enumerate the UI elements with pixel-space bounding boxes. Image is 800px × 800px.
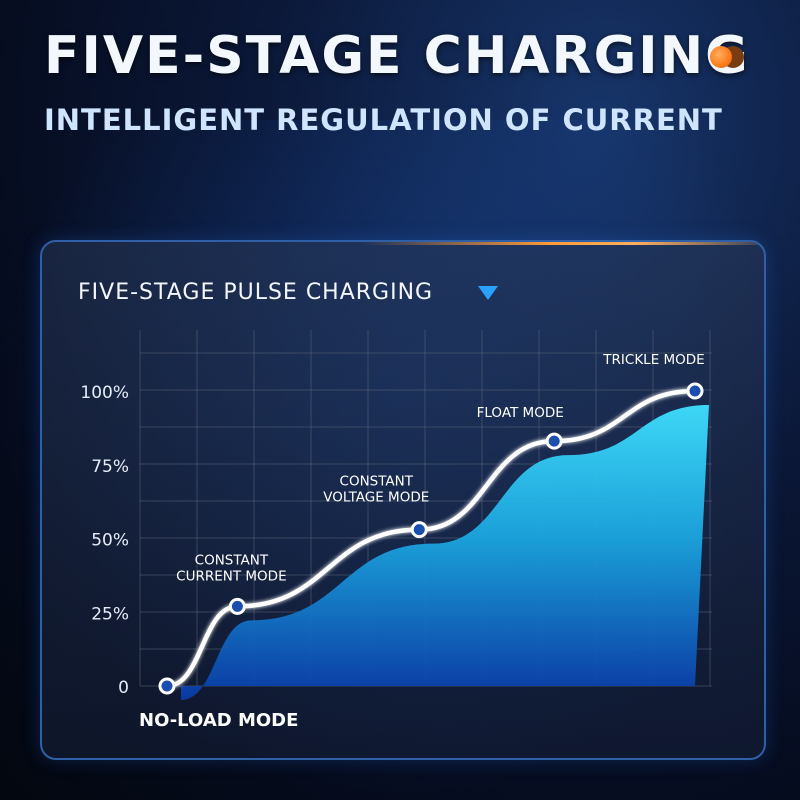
point-label: CURRENT MODE xyxy=(176,568,286,584)
area-fill xyxy=(181,405,709,700)
chart-title: FIVE-STAGE PULSE CHARGING xyxy=(78,280,434,305)
point-label: TRICKLE MODE xyxy=(602,352,704,368)
data-points xyxy=(158,382,704,695)
point-label: FLOAT MODE xyxy=(477,405,564,421)
y-axis-ticks: 0 25% 50% 75% 100% xyxy=(80,383,129,698)
page-subtitle: INTELLIGENT REGULATION OF CURRENT xyxy=(44,103,723,137)
caret-down-icon xyxy=(478,286,498,300)
page-title: FIVE-STAGE CHARGING xyxy=(44,26,750,86)
y-tick-label: 25% xyxy=(91,604,129,624)
y-tick-label: 75% xyxy=(91,457,129,477)
area-shape xyxy=(181,405,709,700)
y-tick-label: 0 xyxy=(118,678,129,698)
point-label: VOLTAGE MODE xyxy=(323,490,429,506)
data-point xyxy=(686,382,704,400)
toggle-dots-icon xyxy=(710,46,746,68)
toggle-dot-front xyxy=(710,46,732,68)
data-point xyxy=(410,521,428,539)
y-tick-label: 50% xyxy=(91,531,129,551)
point-label: CONSTANT xyxy=(340,474,414,490)
point-label: CONSTANT xyxy=(195,552,269,568)
data-point xyxy=(545,432,563,450)
point-label: NO-LOAD MODE xyxy=(139,710,298,731)
data-point xyxy=(158,677,176,695)
data-point xyxy=(228,597,246,615)
panel-highlight xyxy=(362,242,764,245)
y-tick-label: 100% xyxy=(80,383,129,403)
